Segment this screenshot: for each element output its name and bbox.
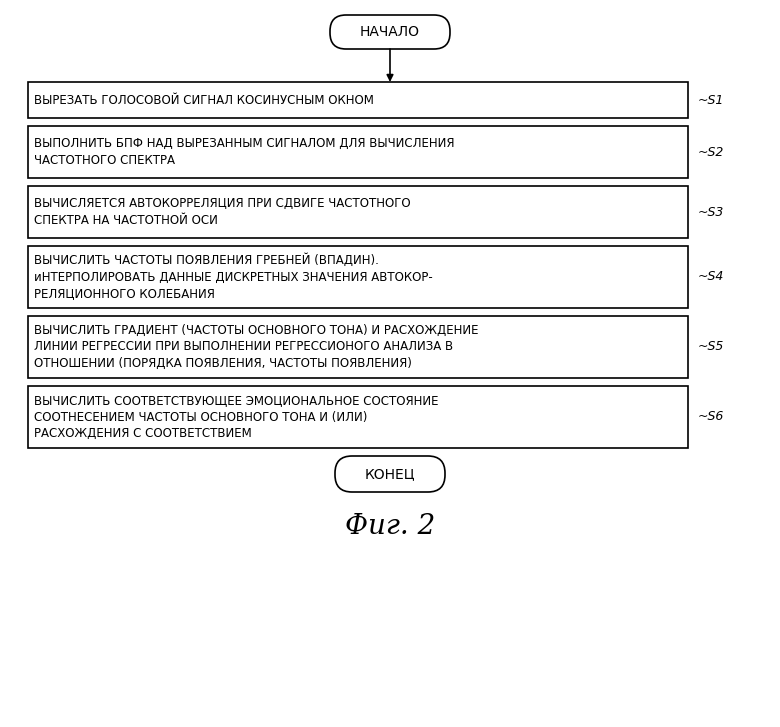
FancyBboxPatch shape [28, 186, 688, 238]
FancyBboxPatch shape [28, 126, 688, 178]
Text: ВЫЧИСЛИТЬ СООТВЕТСТВУЮЩЕЕ ЭМОЦИОНАЛЬНОЕ СОСТОЯНИЕ
СООТНЕСЕНИЕМ ЧАСТОТЫ ОСНОВНОГО: ВЫЧИСЛИТЬ СООТВЕТСТВУЮЩЕЕ ЭМОЦИОНАЛЬНОЕ … [34, 394, 438, 440]
Text: ВЫРЕЗАТЬ ГОЛОСОВОЙ СИГНАЛ КОСИНУСНЫМ ОКНОМ: ВЫРЕЗАТЬ ГОЛОСОВОЙ СИГНАЛ КОСИНУСНЫМ ОКН… [34, 94, 374, 106]
FancyBboxPatch shape [335, 456, 445, 492]
FancyBboxPatch shape [330, 15, 450, 49]
FancyBboxPatch shape [28, 246, 688, 308]
Text: ~S1: ~S1 [698, 94, 725, 106]
Text: Фиг. 2: Фиг. 2 [345, 513, 435, 539]
Text: ~S2: ~S2 [698, 145, 725, 158]
Text: НАЧАЛО: НАЧАЛО [360, 25, 420, 39]
Text: ВЫЧИСЛИТЬ ЧАСТОТЫ ПОЯВЛЕНИЯ ГРЕБНЕЙ (ВПАДИН).
иНТЕРПОЛИРОВАТЬ ДАННЫЕ ДИСКРЕТНЫХ : ВЫЧИСЛИТЬ ЧАСТОТЫ ПОЯВЛЕНИЯ ГРЕБНЕЙ (ВПА… [34, 254, 433, 300]
Text: ВЫПОЛНИТЬ БПФ НАД ВЫРЕЗАННЫМ СИГНАЛОМ ДЛЯ ВЫЧИСЛЕНИЯ
ЧАСТОТНОГО СПЕКТРА: ВЫПОЛНИТЬ БПФ НАД ВЫРЕЗАННЫМ СИГНАЛОМ ДЛ… [34, 137, 455, 166]
Text: ВЫЧИСЛЯЕТСЯ АВТОКОРРЕЛЯЦИЯ ПРИ СДВИГЕ ЧАСТОТНОГО
СПЕКТРА НА ЧАСТОТНОЙ ОСИ: ВЫЧИСЛЯЕТСЯ АВТОКОРРЕЛЯЦИЯ ПРИ СДВИГЕ ЧА… [34, 197, 410, 227]
Text: ВЫЧИСЛИТЬ ГРАДИЕНТ (ЧАСТОТЫ ОСНОВНОГО ТОНА) И РАСХОЖДЕНИЕ
ЛИНИИ РЕГРЕССИИ ПРИ ВЫ: ВЫЧИСЛИТЬ ГРАДИЕНТ (ЧАСТОТЫ ОСНОВНОГО ТО… [34, 324, 478, 370]
Text: ~S6: ~S6 [698, 411, 725, 424]
Text: ~S4: ~S4 [698, 270, 725, 284]
Text: ~S5: ~S5 [698, 340, 725, 353]
FancyBboxPatch shape [28, 82, 688, 118]
Text: КОНЕЦ: КОНЕЦ [365, 467, 415, 481]
Text: ~S3: ~S3 [698, 206, 725, 219]
FancyBboxPatch shape [28, 386, 688, 448]
FancyBboxPatch shape [28, 316, 688, 378]
